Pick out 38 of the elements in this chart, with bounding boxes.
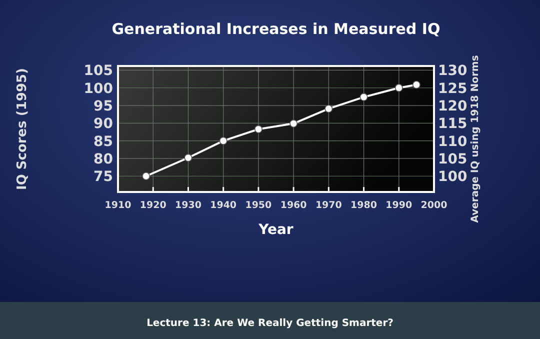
y2-tick-label: 110: [438, 134, 468, 150]
text: Lecture 13: Are We Really Getting Smarter?: [146, 318, 394, 329]
x-tick-label: 2000: [420, 200, 448, 211]
x-tick-label: 1950: [245, 200, 272, 211]
y2-tick-label: 105: [438, 151, 468, 168]
y2-axis-title: Average IQ using 1918 Norms: [470, 55, 481, 223]
y2-tick-label: 100: [438, 169, 468, 186]
x-tick-label: 1920: [140, 200, 167, 211]
y-tick-label: 75: [94, 169, 113, 186]
point: [219, 136, 228, 145]
x-tick-label: 1960: [280, 200, 308, 211]
y-tick-label: 100: [84, 80, 114, 97]
x-tick-label: 1980: [350, 200, 378, 211]
point: [184, 154, 192, 162]
point: [290, 120, 298, 128]
x-axis-title: Year: [258, 222, 294, 238]
x-tick-label: 1930: [174, 200, 202, 211]
y2-tick-label: 125: [438, 80, 468, 97]
point: [324, 104, 333, 113]
y-tick-label: 90: [94, 116, 114, 132]
y-axis-title: IQ Scores (1995): [15, 68, 30, 190]
y2-tick-label: 130: [438, 63, 468, 80]
point: [360, 93, 368, 102]
x-tick-label: 1910: [104, 200, 132, 211]
y-tick-label: 80: [94, 151, 114, 168]
y-tick-label: 105: [84, 63, 113, 80]
x-tick-label: 1940: [210, 200, 237, 211]
y2-tick-label: 120: [438, 98, 468, 115]
point: [412, 80, 420, 89]
y2-tick-label: 115: [438, 116, 468, 132]
y-tick-label: 85: [94, 134, 113, 150]
chart-title: Generational Increases in Measured IQ: [112, 20, 440, 38]
point: [394, 84, 403, 92]
point: [254, 125, 262, 134]
x-tick-label: 1970: [315, 200, 342, 211]
y-tick-label: 95: [94, 98, 113, 115]
x-tick-label: 1990: [386, 200, 412, 211]
point: [142, 172, 150, 180]
